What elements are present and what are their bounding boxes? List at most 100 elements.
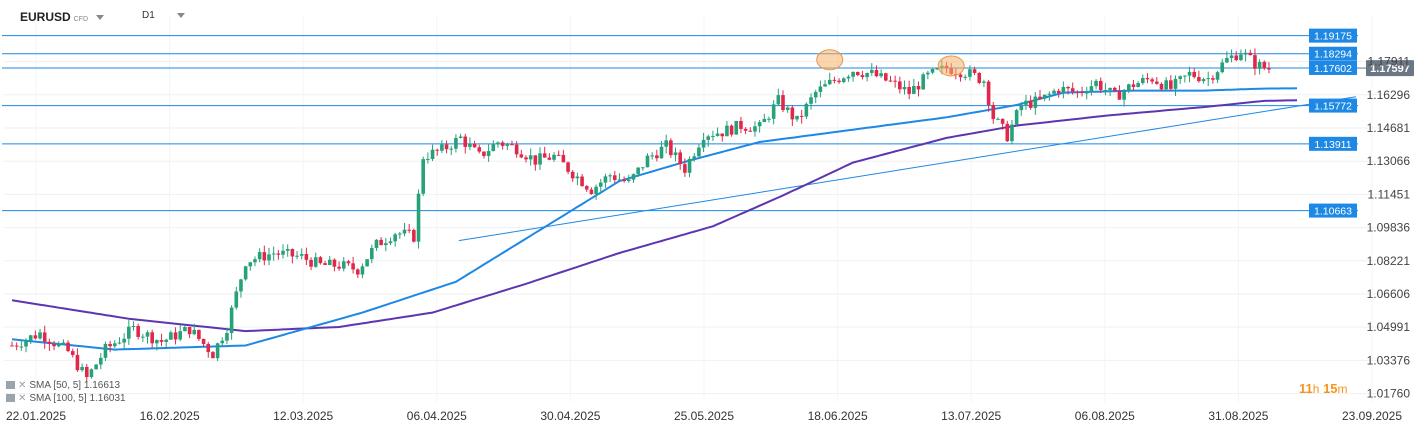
candle xyxy=(178,324,183,342)
candle-body xyxy=(884,73,888,81)
candle-body xyxy=(435,149,440,151)
candle xyxy=(346,260,351,266)
symbol-selector[interactable]: EURUSD CFD xyxy=(20,10,105,24)
candle-body xyxy=(627,179,631,182)
candle xyxy=(482,151,486,159)
candle xyxy=(421,156,425,197)
chevron-down-icon[interactable] xyxy=(176,12,185,18)
candle xyxy=(435,148,440,156)
candle xyxy=(1164,77,1168,91)
candle xyxy=(449,145,454,156)
sma50-line xyxy=(11,87,1298,351)
candle xyxy=(1155,77,1159,85)
candle xyxy=(61,339,66,346)
chevron-down-icon[interactable] xyxy=(96,15,105,21)
candle xyxy=(169,330,173,340)
y-axis: 1.01760 1.03376 1.04991 1.06606 1.08221 1.098… xyxy=(1367,55,1411,401)
candle xyxy=(622,176,626,183)
candle xyxy=(28,334,33,344)
indicator-value: 1.16031 xyxy=(89,393,126,404)
candle xyxy=(884,72,888,82)
indicator-sma100[interactable]: ✕ SMA [100, 5] 1.16031 xyxy=(6,393,126,404)
candle-body xyxy=(1112,87,1117,91)
candle xyxy=(1215,71,1220,84)
candle-body xyxy=(1047,93,1052,95)
settings-icon[interactable] xyxy=(6,394,15,403)
candle xyxy=(855,71,860,77)
candle xyxy=(309,257,313,271)
countdown-minutes-unit: m xyxy=(1337,382,1348,396)
candle xyxy=(1211,75,1215,84)
candle-body xyxy=(706,136,711,140)
candle xyxy=(664,134,668,154)
x-tick-label: 22.01.2025 xyxy=(6,409,66,423)
candle xyxy=(332,258,337,272)
candle xyxy=(454,134,458,153)
candle xyxy=(566,161,570,175)
candle-body xyxy=(1197,77,1201,82)
candle xyxy=(982,79,986,88)
candle-body xyxy=(444,144,449,150)
candle-body xyxy=(767,118,771,120)
y-tick-label: 1.01760 xyxy=(1367,387,1411,401)
candle xyxy=(1243,49,1248,62)
candle xyxy=(402,222,407,237)
candle-body xyxy=(603,176,608,183)
candle xyxy=(514,141,519,158)
candle xyxy=(898,76,902,94)
candle-body xyxy=(510,144,514,146)
candle xyxy=(1075,90,1080,98)
candle xyxy=(257,248,262,263)
candle-body xyxy=(500,142,505,146)
candle xyxy=(98,352,103,370)
candle-body xyxy=(262,252,267,261)
candle xyxy=(935,67,939,70)
candle xyxy=(267,247,271,266)
candle-body xyxy=(785,107,790,111)
candle-body xyxy=(98,357,103,365)
candle-body xyxy=(528,155,533,160)
candle xyxy=(150,329,154,348)
candle xyxy=(66,340,70,353)
candle xyxy=(739,116,743,134)
candle-body xyxy=(197,329,201,339)
candle xyxy=(804,102,809,120)
y-tick-label: 1.13066 xyxy=(1367,154,1411,168)
candle-body xyxy=(912,86,916,94)
candle xyxy=(496,141,500,148)
candle xyxy=(113,340,117,349)
candle xyxy=(711,130,715,141)
candle xyxy=(1047,91,1052,101)
candle xyxy=(851,71,855,82)
close-icon[interactable]: ✕ xyxy=(18,393,27,404)
candle xyxy=(108,340,112,353)
x-tick-label: 23.09.2025 xyxy=(1342,409,1402,423)
y-tick-label: 1.11451 xyxy=(1368,187,1411,201)
candle-body xyxy=(402,229,407,234)
horizontal-levels: 1.19175 1.18294 1.17602 1.15772 1.13911 1.106… xyxy=(2,28,1414,218)
candle-body xyxy=(888,80,893,82)
candle xyxy=(575,172,580,186)
candle-body xyxy=(281,250,285,255)
candle xyxy=(341,257,346,272)
candle xyxy=(1229,49,1234,63)
candle xyxy=(145,330,150,344)
trendline xyxy=(458,96,1357,242)
candle xyxy=(486,144,491,162)
settings-icon[interactable] xyxy=(6,381,15,390)
candle xyxy=(589,187,594,195)
candle-body xyxy=(753,126,757,132)
candle-body xyxy=(346,261,351,264)
candle xyxy=(220,337,225,347)
candle-body xyxy=(795,115,799,120)
close-icon[interactable]: ✕ xyxy=(18,380,27,391)
x-tick-label: 13.07.2025 xyxy=(941,409,1001,423)
timeframe-selector[interactable]: D1 xyxy=(142,10,185,21)
chart-grid xyxy=(4,16,1380,402)
level-tag xyxy=(1309,60,1357,75)
indicator-sma50[interactable]: ✕ SMA [50, 5] 1.16613 xyxy=(6,380,120,391)
candle-body xyxy=(697,147,701,157)
candle-body xyxy=(818,86,823,92)
candle-body xyxy=(379,239,383,246)
